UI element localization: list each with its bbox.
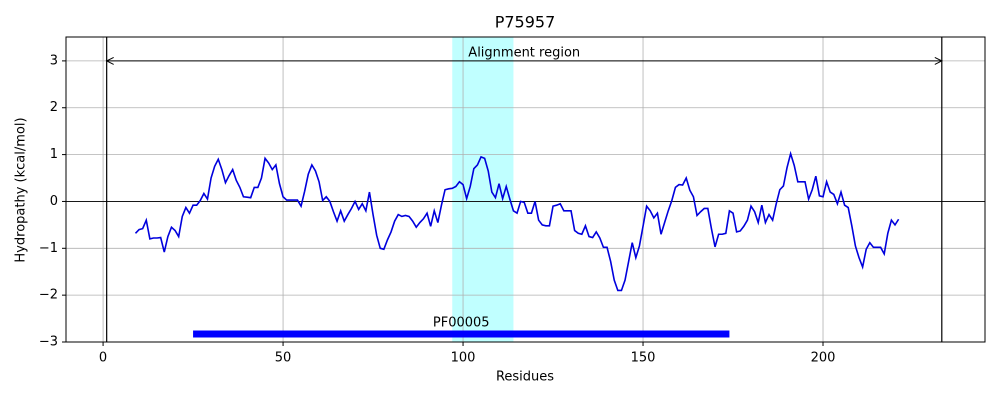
- y-tick-label: 1: [50, 147, 58, 162]
- y-tick-label: 3: [50, 53, 58, 68]
- x-axis-label: Residues: [496, 370, 554, 385]
- plot-area: [66, 37, 985, 342]
- y-tick-label: −3: [39, 335, 58, 350]
- x-tick-label: 200: [811, 351, 836, 366]
- y-tick-label: 0: [50, 194, 58, 209]
- axes-frame: [65, 36, 986, 343]
- arrow-head: [934, 56, 943, 65]
- alignment-label: Alignment region: [468, 45, 580, 60]
- x-tick-label: 150: [631, 351, 656, 366]
- y-tick-label: 2: [50, 100, 58, 115]
- y-axis-label: Hydropathy (kcal/mol): [14, 117, 29, 262]
- x-tick-label: 50: [275, 351, 292, 366]
- y-tick-label: −2: [39, 288, 58, 303]
- chart-title: P75957: [495, 13, 556, 32]
- domain-label: PF00005: [433, 316, 490, 331]
- highlight-span: [452, 37, 514, 342]
- x-tick-label: 100: [451, 351, 476, 366]
- arrow-head: [105, 56, 114, 65]
- x-tick-label: 0: [99, 351, 107, 366]
- hydropathy-line: [134, 150, 900, 292]
- y-tick-label: −1: [39, 241, 58, 256]
